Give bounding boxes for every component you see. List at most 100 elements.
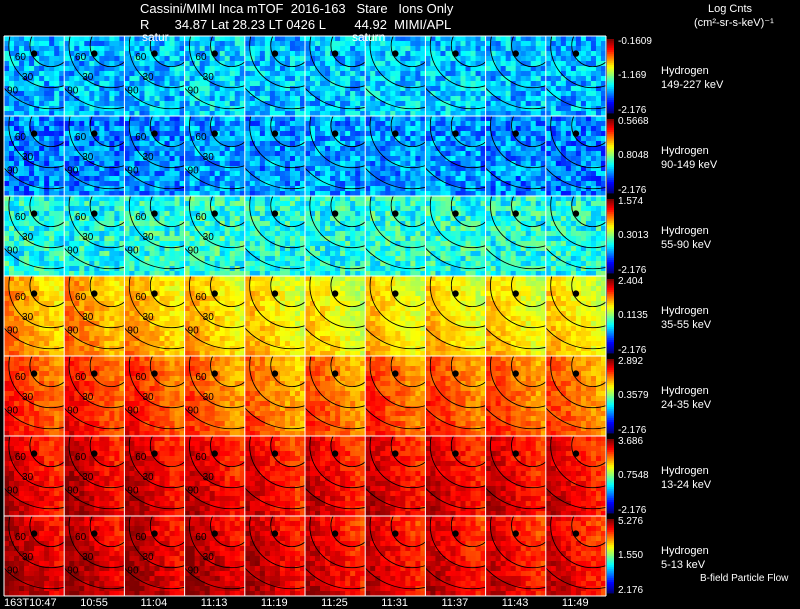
cell-band0-t9	[545, 36, 606, 116]
cell-band6-t1: 30 60 90	[64, 516, 125, 596]
contour-label: 30	[82, 552, 94, 563]
cell-band4-t8	[485, 356, 546, 436]
cell-band1-t5	[305, 116, 366, 196]
colorbar-band6	[607, 519, 614, 594]
colorbar-band1	[607, 119, 614, 194]
saturn-marker	[392, 50, 399, 57]
colorbar-max: -0.1609	[618, 36, 652, 47]
contour-label: 30	[142, 552, 154, 563]
saturn-marker	[572, 290, 580, 297]
time-label-3: 11:13	[200, 597, 228, 609]
contour-label: 30	[22, 72, 34, 83]
contour-label: 30	[82, 312, 94, 323]
colorbar-min: -2.176	[618, 505, 647, 516]
saturn-marker	[512, 210, 519, 217]
cell-band3-t2: 30 60 90	[124, 276, 185, 356]
cell-band0-t5	[305, 36, 366, 116]
saturn-label-1: satur	[142, 30, 169, 44]
saturn-marker	[452, 130, 459, 137]
contour-label: 90	[127, 486, 139, 497]
time-label-8: 11:43	[501, 597, 529, 609]
cell-band6-t0: 30 60 90	[4, 516, 65, 596]
contour-label: 60	[15, 532, 27, 543]
saturn-marker	[572, 450, 580, 457]
flow-label: B-field Particle Flow	[700, 573, 789, 584]
saturn-marker	[30, 450, 38, 457]
band-energy: 35-55 keV	[661, 318, 712, 331]
panel-grid	[3, 35, 607, 597]
cell-band4-t1: 30 60 90	[64, 356, 125, 436]
contour-label: 90	[127, 86, 139, 97]
cell-band5-t9	[545, 436, 606, 516]
cell-band5-t5	[305, 436, 366, 516]
contour-label: 30	[82, 152, 94, 163]
saturn-marker	[30, 210, 38, 217]
time-label-2: 11:04	[140, 597, 168, 609]
saturn-marker	[392, 290, 399, 297]
cell-band6-t9	[545, 516, 606, 596]
contour-label: 60	[15, 292, 27, 303]
saturn-marker	[91, 210, 98, 217]
cell-band2-t4	[244, 196, 306, 276]
saturn-marker	[572, 370, 580, 377]
colorbar-min: -2.176	[618, 265, 647, 276]
cell-band2-t1: 30 60 90	[64, 196, 125, 276]
band-energy: 90-149 keV	[661, 158, 718, 171]
colorbar-min: -2.176	[618, 425, 647, 436]
time-label-7: 11:37	[441, 597, 469, 609]
contour-label: 30	[203, 392, 215, 403]
units-sublabel: (cm²-sr-s-keV)⁻¹	[694, 17, 774, 29]
contour-label: 90	[7, 166, 19, 177]
colorbar-max: 2.404	[618, 276, 644, 287]
contour-label: 90	[67, 166, 79, 177]
saturn-marker	[91, 290, 98, 297]
colorbar-band5	[607, 439, 614, 514]
cell-band1-t9	[545, 116, 606, 196]
contour-label: 60	[195, 212, 207, 223]
saturn-marker	[151, 50, 158, 57]
cell-band3-t5	[305, 276, 366, 356]
band-species: Hydrogen	[661, 224, 709, 237]
cell-band6-t3: 30 60 90	[184, 516, 245, 596]
contour-label: 90	[67, 406, 79, 417]
contour-label: 60	[135, 532, 147, 543]
cell-band1-t0: 30 60 90	[4, 116, 65, 196]
contour-label: 90	[7, 86, 19, 97]
contour-label: 90	[7, 246, 19, 257]
saturn-marker	[331, 450, 339, 457]
cell-band4-t2: 30 60 90	[124, 356, 185, 436]
cell-band5-t6	[365, 436, 426, 516]
cell-band3-t4	[244, 276, 306, 356]
colorbar-min: -2.176	[618, 105, 647, 116]
cell-band2-t8	[485, 196, 546, 276]
band-energy: 5-13 keV	[661, 558, 706, 571]
cell-band5-t7	[425, 436, 486, 516]
saturn-marker	[211, 450, 218, 457]
cell-band5-t1: 30 60 90	[64, 436, 125, 516]
contour-label: 90	[67, 86, 79, 97]
band-energy: 149-227 keV	[661, 78, 724, 91]
colorbar-mid: 1.550	[618, 549, 644, 561]
time-label-5: 11:25	[321, 597, 348, 609]
contour-label: 90	[7, 326, 19, 337]
cell-band5-t3: 30 60 90	[184, 436, 245, 516]
contour-label: 90	[188, 486, 200, 497]
contour-label: 60	[15, 452, 27, 463]
contour-label: 30	[203, 72, 215, 83]
saturn-marker	[30, 370, 38, 377]
saturn-marker	[91, 450, 98, 457]
contour-label: 30	[22, 312, 34, 323]
contour-label: 60	[195, 452, 207, 463]
time-label-6: 11:31	[381, 597, 409, 609]
cell-band2-t7	[425, 196, 486, 276]
colorbar-mid: 0.8048	[618, 149, 649, 161]
colorbar-max: 1.574	[618, 196, 644, 207]
contour-label: 60	[75, 212, 87, 223]
contour-label: 60	[75, 132, 87, 143]
cell-band1-t8	[485, 116, 546, 196]
contour-label: 30	[203, 152, 215, 163]
contour-label: 90	[7, 486, 19, 497]
cell-band3-t3: 30 60 90	[184, 276, 245, 356]
saturn-marker	[211, 530, 218, 537]
